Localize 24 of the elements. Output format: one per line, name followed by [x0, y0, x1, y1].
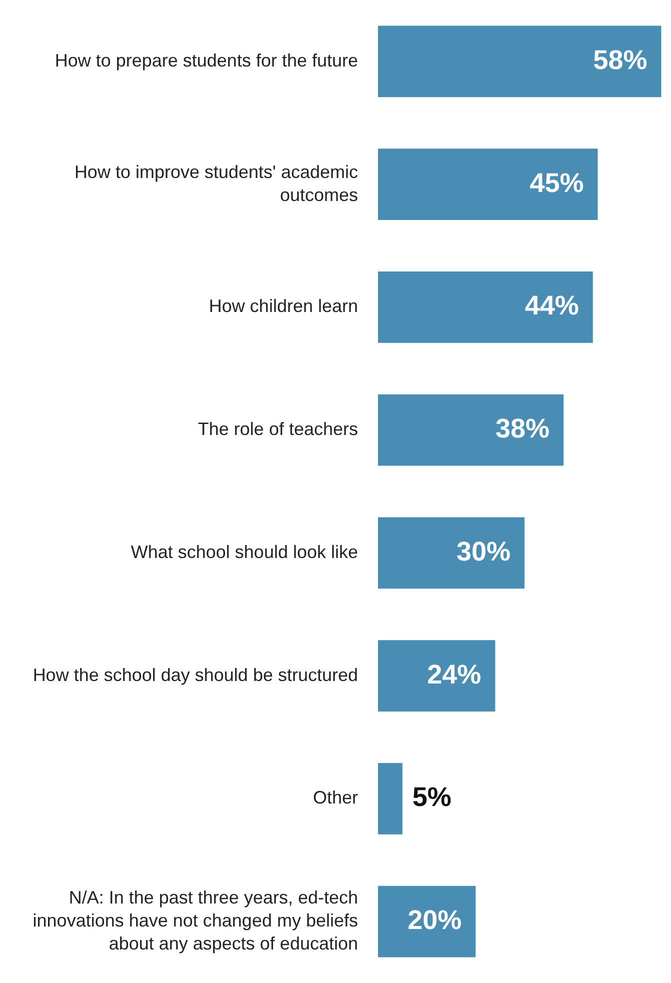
bar	[378, 886, 476, 958]
bar	[378, 272, 593, 343]
data-label: 20%	[408, 905, 462, 936]
bar	[378, 394, 564, 466]
data-label: 44%	[524, 290, 579, 321]
bar	[378, 640, 496, 712]
bar	[378, 26, 662, 98]
data-label: 38%	[496, 414, 550, 444]
bar	[378, 148, 598, 220]
y-tick-label: The role of teachers	[198, 419, 358, 440]
bar	[378, 517, 524, 589]
data-label: 24%	[427, 659, 482, 690]
data-label: 30%	[456, 536, 510, 566]
data-label: 58%	[593, 44, 648, 75]
y-tick-label: Other	[312, 788, 358, 808]
bar	[378, 763, 402, 834]
data-label: 5%	[412, 782, 452, 812]
data-label: 45%	[530, 168, 584, 198]
y-tick-label: How to prepare students for the future	[54, 50, 358, 70]
y-tick-label: How children learn	[208, 296, 358, 316]
y-tick-label: What school should look like	[130, 542, 358, 562]
y-tick-label: N/A: In the past three years, ed-tech innovations have not changed my beliefs about any aspects of education	[32, 888, 358, 954]
y-tick-label: How the school day should be structured	[32, 664, 358, 685]
y-tick-label: How to improve students' academic outcomes	[74, 162, 358, 205]
